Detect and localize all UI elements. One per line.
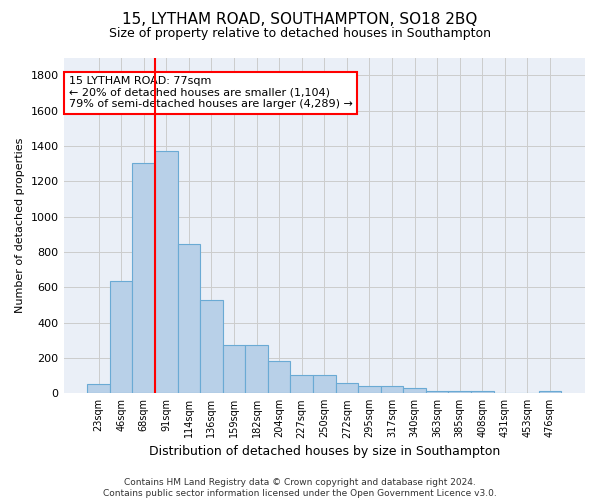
Text: 15, LYTHAM ROAD, SOUTHAMPTON, SO18 2BQ: 15, LYTHAM ROAD, SOUTHAMPTON, SO18 2BQ bbox=[122, 12, 478, 28]
Bar bbox=[245, 344, 268, 393]
Bar bbox=[200, 300, 223, 393]
Bar bbox=[290, 374, 313, 393]
Bar bbox=[448, 390, 471, 393]
Text: 15 LYTHAM ROAD: 77sqm
← 20% of detached houses are smaller (1,104)
79% of semi-d: 15 LYTHAM ROAD: 77sqm ← 20% of detached … bbox=[69, 76, 353, 109]
Bar bbox=[223, 344, 245, 393]
Bar bbox=[426, 390, 448, 393]
Text: Contains HM Land Registry data © Crown copyright and database right 2024.
Contai: Contains HM Land Registry data © Crown c… bbox=[103, 478, 497, 498]
Bar bbox=[268, 360, 290, 393]
Bar bbox=[381, 386, 403, 393]
Bar bbox=[155, 151, 178, 393]
Bar bbox=[110, 281, 133, 393]
Bar bbox=[133, 162, 155, 393]
Bar bbox=[471, 390, 494, 393]
X-axis label: Distribution of detached houses by size in Southampton: Distribution of detached houses by size … bbox=[149, 444, 500, 458]
Bar bbox=[313, 374, 335, 393]
Bar bbox=[87, 384, 110, 393]
Bar bbox=[403, 388, 426, 393]
Text: Size of property relative to detached houses in Southampton: Size of property relative to detached ho… bbox=[109, 28, 491, 40]
Bar bbox=[539, 390, 561, 393]
Bar bbox=[335, 382, 358, 393]
Bar bbox=[178, 244, 200, 393]
Bar bbox=[358, 386, 381, 393]
Y-axis label: Number of detached properties: Number of detached properties bbox=[15, 138, 25, 313]
